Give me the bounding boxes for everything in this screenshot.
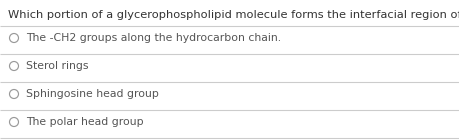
Text: Sterol rings: Sterol rings xyxy=(27,61,89,71)
Text: Sphingosine head group: Sphingosine head group xyxy=(27,89,159,99)
Text: The polar head group: The polar head group xyxy=(27,117,144,127)
Text: The -CH2 groups along the hydrocarbon chain.: The -CH2 groups along the hydrocarbon ch… xyxy=(27,33,282,43)
Text: Which portion of a glycerophospholipid molecule forms the interfacial region of : Which portion of a glycerophospholipid m… xyxy=(8,10,459,20)
